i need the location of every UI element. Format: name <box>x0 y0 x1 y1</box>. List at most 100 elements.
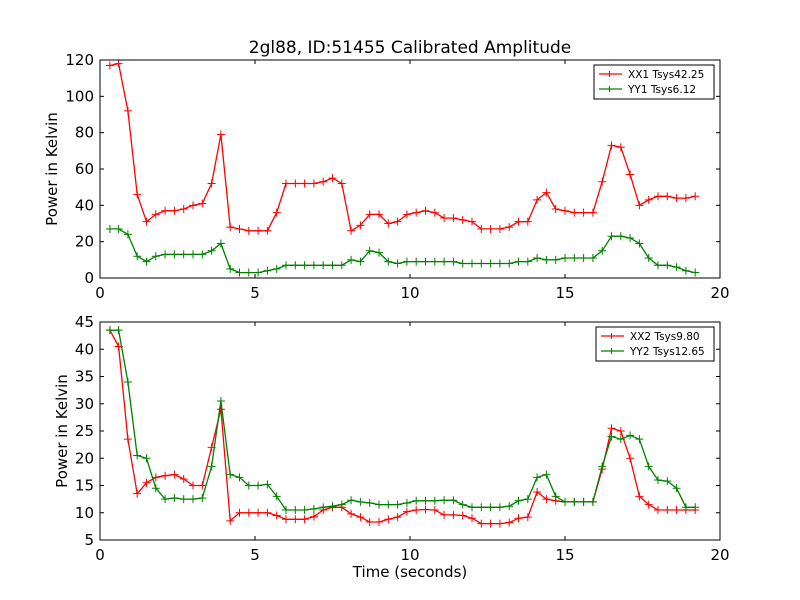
data-point <box>421 496 430 505</box>
data-point <box>170 206 179 215</box>
data-point <box>151 210 160 219</box>
data-point <box>170 470 179 479</box>
data-point <box>226 223 235 232</box>
data-point <box>663 506 672 515</box>
data-point <box>654 476 662 485</box>
data-point <box>337 261 346 270</box>
data-point <box>654 506 662 515</box>
data-point <box>495 503 504 512</box>
data-point <box>123 435 132 444</box>
legend-box <box>595 326 715 362</box>
data-point <box>365 518 374 527</box>
data-point <box>626 234 635 243</box>
data-point <box>449 257 458 266</box>
data-point <box>328 261 337 270</box>
data-point <box>161 250 170 259</box>
data-point <box>105 224 114 233</box>
data-point <box>672 506 681 515</box>
data-point <box>607 232 616 241</box>
x-tick-label: 10 <box>400 546 419 564</box>
data-point <box>505 518 514 527</box>
data-point <box>421 206 430 215</box>
data-point <box>375 518 383 527</box>
data-point <box>393 259 402 268</box>
data-point <box>272 511 281 520</box>
data-point <box>533 488 542 497</box>
data-point <box>579 208 588 217</box>
data-point <box>207 462 216 471</box>
data-point <box>635 435 644 444</box>
data-point <box>588 254 597 263</box>
data-point <box>607 424 616 433</box>
data-point <box>449 496 458 505</box>
data-point <box>430 496 439 505</box>
data-point <box>570 208 579 217</box>
y-tick-label: 35 <box>75 368 94 386</box>
data-point <box>235 268 244 277</box>
data-point <box>309 179 318 188</box>
data-point <box>291 515 300 524</box>
data-point <box>384 515 393 524</box>
chart-title: 2gl88, ID:51455 Calibrated Amplitude <box>249 38 571 58</box>
data-point <box>626 454 635 463</box>
y-tick-label: 100 <box>65 87 94 105</box>
x-tick-label: 20 <box>710 546 729 564</box>
data-point <box>347 255 356 264</box>
data-point <box>319 503 328 512</box>
data-point <box>133 489 142 498</box>
data-point <box>533 195 542 204</box>
data-point <box>635 239 644 248</box>
data-point <box>468 503 476 512</box>
data-point <box>189 481 197 490</box>
data-point <box>347 496 356 505</box>
data-point <box>542 188 551 197</box>
data-point <box>616 435 625 444</box>
x-tick-label: 15 <box>555 284 574 302</box>
y-tick-label: 5 <box>84 531 94 549</box>
y-tick-label: 40 <box>75 196 94 214</box>
data-point <box>244 268 253 277</box>
data-point <box>244 481 253 490</box>
data-point <box>523 513 532 522</box>
data-point <box>616 427 625 435</box>
data-point <box>681 194 690 203</box>
x-tick-label: 5 <box>250 546 260 564</box>
series-line-2 <box>109 228 696 274</box>
data-point <box>170 494 179 503</box>
legend-marker <box>608 348 615 354</box>
data-point <box>421 257 430 266</box>
data-point <box>430 506 439 515</box>
data-point <box>216 405 225 414</box>
legend-entry: XX1 Tsys42.25 <box>628 69 704 81</box>
data-point <box>561 206 569 215</box>
data-point <box>561 497 569 506</box>
data-point <box>588 497 597 506</box>
data-point <box>151 484 160 493</box>
data-point <box>635 492 644 501</box>
data-point <box>263 266 272 275</box>
y-tick-label: 40 <box>75 340 94 358</box>
data-point <box>607 141 616 150</box>
data-point <box>189 201 197 210</box>
data-point <box>616 232 625 241</box>
data-point <box>133 451 142 460</box>
data-point <box>402 507 411 516</box>
data-point <box>672 263 681 272</box>
data-point <box>468 217 476 226</box>
data-point <box>254 226 263 235</box>
legend-box <box>593 64 715 100</box>
data-point <box>337 500 346 509</box>
data-point <box>505 259 514 268</box>
data-point <box>189 495 197 504</box>
data-point <box>551 204 560 213</box>
data-point <box>449 214 458 223</box>
data-point <box>142 478 151 487</box>
data-point <box>533 473 542 482</box>
data-point <box>384 257 393 266</box>
data-point <box>375 500 383 509</box>
data-point <box>523 217 532 226</box>
data-point <box>254 508 263 517</box>
data-point <box>616 143 625 152</box>
data-point <box>309 261 318 270</box>
data-point <box>142 217 151 226</box>
